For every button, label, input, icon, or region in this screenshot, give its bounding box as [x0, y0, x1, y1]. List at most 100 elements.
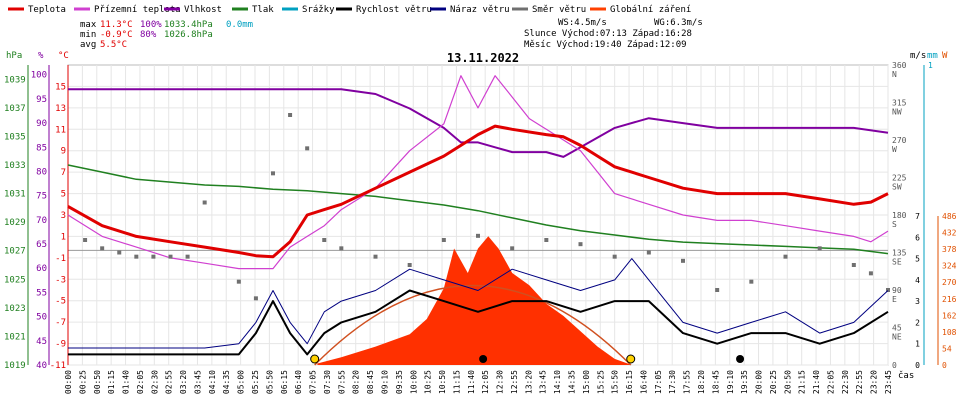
tick-temperature: -1 — [55, 254, 66, 264]
tick-x: 09:10 — [380, 370, 389, 394]
tick-temperature: -5 — [55, 297, 66, 307]
tick-wind-dir: 135 — [892, 249, 907, 258]
moonset-icon — [479, 355, 488, 363]
wind-dir-point — [253, 296, 258, 301]
unit-ms: m/s — [910, 51, 926, 61]
tick-wind-dir-name: SE — [892, 258, 902, 267]
wind-dir-point — [339, 246, 344, 251]
tick-wind-dir-name: NW — [892, 108, 902, 117]
tick-radiation: 0 — [942, 361, 947, 370]
tick-x: 00:50 — [93, 370, 102, 394]
tick-x: 17:55 — [683, 370, 692, 394]
wind-dir-point — [612, 254, 617, 259]
tick-x: 19:10 — [726, 370, 735, 394]
legend-label: Teplota — [28, 5, 66, 15]
tick-x: 17:30 — [668, 370, 677, 394]
tick-x: 13:20 — [524, 370, 533, 394]
wind-dir-point — [681, 258, 685, 263]
tick-x: 11:15 — [452, 370, 461, 394]
wind-dir-point — [715, 288, 720, 292]
tick-x: 08:20 — [352, 370, 361, 394]
tick-radiation: 270 — [942, 278, 957, 287]
tick-wind-speed: 6 — [915, 233, 920, 242]
tick-wind-speed: 2 — [915, 318, 920, 327]
tick-temperature: 11 — [55, 125, 66, 135]
tick-humidity: 70 — [36, 216, 47, 226]
tick-wind-dir-name: W — [892, 145, 897, 154]
radiation-area — [317, 236, 632, 365]
wind-dir-point — [100, 246, 105, 251]
tick-humidity: 55 — [36, 288, 47, 298]
tick-temperature: 9 — [61, 147, 66, 157]
tick-x: 10:50 — [438, 370, 447, 394]
tick-x: 05:25 — [251, 370, 260, 394]
tick-x: 05:00 — [237, 370, 246, 394]
tick-x: 17:05 — [654, 370, 663, 394]
max-press: 1033.4hPa — [164, 20, 213, 30]
tick-x: 12:05 — [481, 370, 490, 394]
tick-wind-speed: 0 — [915, 361, 920, 370]
wind-dir-point — [202, 200, 207, 205]
tick-x: 22:55 — [855, 370, 864, 394]
tick-x: 18:45 — [711, 370, 720, 394]
tick-x: 16:40 — [639, 370, 648, 394]
ws-value: WS:4.5m/s — [558, 18, 607, 28]
tick-wind-speed: 7 — [915, 212, 920, 221]
tick-x: 00:00 — [64, 370, 73, 394]
xlabel: čas — [898, 370, 914, 381]
tick-x: 07:55 — [337, 370, 346, 394]
tick-x: 23:20 — [870, 370, 879, 394]
series-temperature — [67, 124, 889, 259]
tick-x: 14:35 — [568, 370, 577, 394]
sunset-icon — [626, 354, 636, 364]
wind-dir-point — [817, 246, 822, 251]
tick-x: 01:15 — [107, 370, 116, 394]
tick-temperature: -7 — [55, 318, 66, 328]
tick-wind-dir-name: NE — [892, 333, 902, 342]
wind-dir-point — [783, 254, 788, 259]
legend-label: Náraz větru — [450, 5, 510, 15]
tick-radiation: 216 — [942, 295, 957, 304]
tick-x: 00:25 — [78, 370, 87, 394]
tick-x: 20:00 — [755, 370, 764, 394]
legend-label: Tlak — [252, 5, 274, 15]
unit-pct: % — [38, 51, 44, 61]
tick-radiation: 54 — [942, 344, 952, 353]
tick-x: 15:00 — [582, 370, 591, 394]
tick-pressure: 1029 — [4, 218, 26, 228]
series-humidity — [68, 88, 889, 158]
wind-dir-point — [168, 254, 173, 259]
tick-x: 19:35 — [740, 370, 749, 394]
tick-x: 18:20 — [697, 370, 706, 394]
tick-x: 08:45 — [366, 370, 375, 394]
tick-x: 06:15 — [280, 370, 289, 394]
tick-humidity: 90 — [36, 119, 47, 129]
legend-label: Vlhkost — [184, 5, 222, 15]
tick-pressure: 1019 — [4, 361, 26, 371]
wind-dir-point — [851, 263, 856, 267]
tick-x: 03:20 — [179, 370, 188, 394]
tick-radiation: 324 — [942, 262, 957, 271]
wind-dir-point — [749, 279, 754, 284]
min-label: min — [80, 30, 96, 40]
min-temp: -0.9°C — [100, 30, 133, 40]
wind-dir-point — [407, 263, 412, 267]
tick-temperature: 1 — [61, 232, 66, 242]
avg-temp: 5.5°C — [100, 40, 127, 50]
tick-wind-dir: 180 — [892, 211, 907, 220]
tick-pressure: 1025 — [4, 275, 26, 285]
chart-title: 13.11.2022 — [447, 51, 519, 65]
legend-label: Globální záření — [610, 5, 691, 15]
tick-humidity: 75 — [36, 192, 47, 202]
stats-panel: max 11.3°C 100% 1033.4hPa 0.0mm min -0.9… — [80, 18, 703, 50]
tick-x: 11:40 — [467, 370, 476, 394]
unit-hpa: hPa — [6, 51, 22, 61]
tick-wind-dir-name: N — [892, 70, 897, 79]
legend-label: Přízemní teplota — [94, 5, 181, 15]
tick-x: 23:45 — [884, 370, 893, 394]
tick-pressure: 1027 — [4, 247, 26, 257]
tick-x: 03:45 — [193, 370, 202, 394]
tick-wind-dir: 90 — [892, 286, 902, 295]
wind-dir-point — [134, 254, 139, 259]
